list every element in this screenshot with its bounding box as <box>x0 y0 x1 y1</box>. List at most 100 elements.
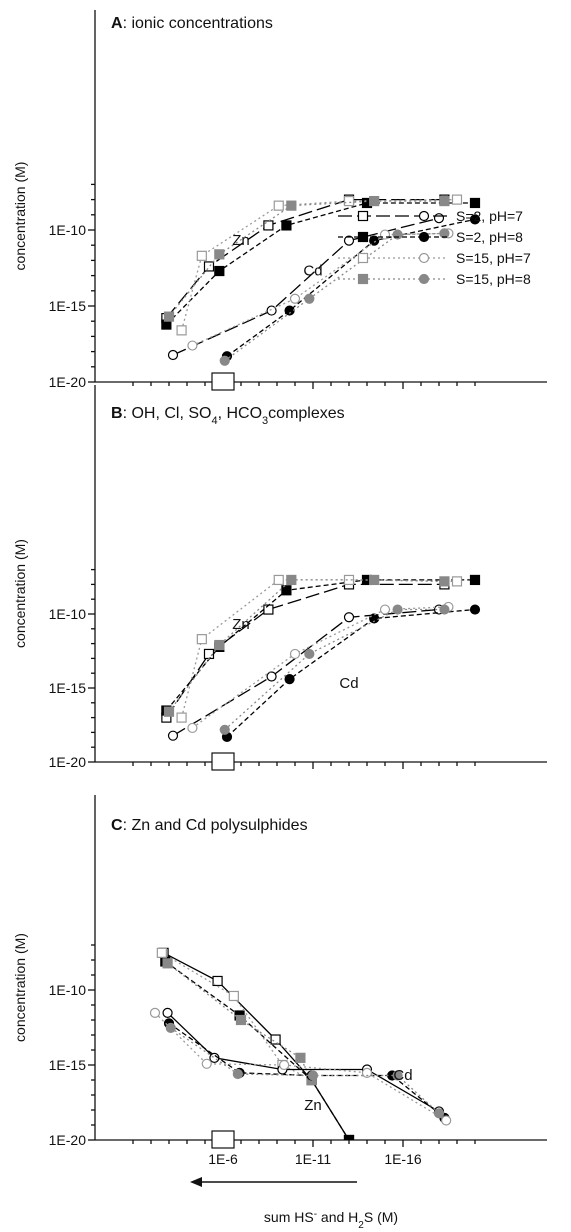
legend-entry: S=15, pH=7 <box>338 250 531 266</box>
x-tick-label: 1E-16 <box>384 1151 422 1167</box>
data-point-circle <box>392 229 403 240</box>
legend-square-marker <box>357 231 369 243</box>
data-point-circle <box>266 671 277 682</box>
data-point-square <box>228 990 239 1002</box>
series-line <box>224 232 445 362</box>
data-point-circle <box>439 228 450 239</box>
data-point-square <box>369 574 380 586</box>
data-point-circle <box>469 604 481 615</box>
data-point-circle <box>187 340 198 351</box>
data-point-circle <box>433 213 445 224</box>
panel-title: B: OH, Cl, SO4, HCO3complexes <box>111 405 345 427</box>
series-line <box>172 608 440 737</box>
data-point-circle <box>307 1070 319 1081</box>
data-point-square <box>469 574 481 586</box>
x-marker-box <box>211 752 235 771</box>
data-point-square <box>286 574 297 586</box>
legend-square-marker <box>357 210 369 222</box>
data-point-square <box>469 197 481 209</box>
data-point-square <box>295 1052 306 1063</box>
series-cd-7 <box>165 1022 445 1119</box>
data-point-circle <box>361 1067 373 1078</box>
legend-label: S=15, pH=7 <box>456 250 531 266</box>
x-marker-box <box>211 372 235 391</box>
x-marker-box <box>211 1130 235 1149</box>
annotation-zn: Zn <box>232 232 250 249</box>
series-line <box>192 232 449 347</box>
x-tick-label: 1E-6 <box>208 1151 238 1167</box>
data-point-square <box>439 195 450 207</box>
panel-a: 1E-20 1E-15 1E-10 concentration (M) A: ionic… <box>12 10 547 391</box>
data-point-square <box>451 194 463 205</box>
data-point-circle <box>279 1059 290 1071</box>
series-cd-6 <box>187 601 454 734</box>
data-point-square <box>281 220 292 231</box>
series-line <box>168 1022 445 1119</box>
panel-title-end: complexes <box>268 405 344 422</box>
data-point-square <box>343 574 355 586</box>
legend-circle-marker <box>418 210 430 222</box>
legend-circle-marker <box>418 231 430 243</box>
panel-title-text: : Zn and Cd polysulphides <box>123 817 308 834</box>
y-tick-label: 1E-15 <box>49 298 87 314</box>
data-point-square <box>163 311 175 322</box>
data-point-square <box>343 195 355 207</box>
series-cd-4 <box>167 604 445 741</box>
series-line <box>164 960 350 1140</box>
series-cd-5 <box>221 214 481 362</box>
panel-c: 1E-20 1E-15 1E-10 1E-6 1E-11 1E-16 concentrati… <box>12 795 547 1231</box>
y-tick-label: 1E-10 <box>49 222 87 238</box>
data-point-circle <box>392 604 403 615</box>
y-axis-title: concentration (M) <box>12 162 28 271</box>
y-tick-label: 1E-10 <box>49 606 87 622</box>
direction-arrow-head <box>190 1177 202 1187</box>
data-point-circle <box>162 1007 173 1018</box>
y-tick-label: 1E-20 <box>49 1132 87 1148</box>
annotation-cd: Cd <box>339 675 358 692</box>
data-point-square <box>270 1034 281 1045</box>
data-point-circle <box>392 1070 403 1081</box>
panel-title-sub: 4 <box>211 415 217 427</box>
series-cd-6 <box>149 1007 452 1126</box>
series-line <box>224 608 445 731</box>
data-point-circle <box>165 1022 176 1033</box>
panel-title-text: : OH, Cl, SO <box>123 405 212 422</box>
data-point-circle <box>343 235 355 246</box>
data-point-square <box>212 975 223 987</box>
panel-letter: B <box>111 405 123 422</box>
legend-entry: S=15, pH=8 <box>338 271 531 287</box>
legend: S=2, pH=7 S=2, pH=8 S=15, pH=7 S=15, pH=8 <box>338 208 531 287</box>
data-point-square <box>203 648 215 660</box>
panels: 1E-20 1E-15 1E-10 concentration (M) A: ionic… <box>12 10 547 1231</box>
series-zn-1 <box>160 956 355 1140</box>
annotation-cd: Cd <box>393 1067 412 1084</box>
data-point-square <box>214 639 225 651</box>
data-point-circle <box>369 235 380 246</box>
x-tick-label: 1E-11 <box>295 1151 332 1167</box>
data-point-square <box>286 200 297 211</box>
legend-label: S=2, pH=8 <box>456 229 523 245</box>
data-point-circle <box>439 604 450 615</box>
series-cd-7 <box>219 228 450 366</box>
data-point-circle <box>167 349 179 361</box>
series-line <box>192 606 449 729</box>
data-point-circle <box>441 1115 452 1126</box>
y-tick-label: 1E-15 <box>49 1057 87 1073</box>
data-point-circle <box>266 305 277 316</box>
data-point-circle <box>379 229 391 240</box>
series-line <box>168 579 445 713</box>
series-line <box>165 579 475 711</box>
data-point-square <box>214 265 225 277</box>
x-axis-title-part: sum HS <box>264 1209 314 1225</box>
data-point-square <box>343 1134 355 1140</box>
x-axis-title: sum HS- and H2S (M) <box>264 1209 398 1231</box>
panel-title: A: ionic concentrations <box>111 15 273 32</box>
x-axis-title-sub: 2 <box>358 1220 364 1231</box>
series-cd-7 <box>219 604 450 735</box>
data-point-square <box>156 947 167 958</box>
panel-title-mid: , HCO <box>218 405 262 422</box>
series-zn-3 <box>163 574 450 717</box>
data-point-circle <box>289 293 301 304</box>
legend-entry: S=2, pH=7 <box>338 208 523 224</box>
